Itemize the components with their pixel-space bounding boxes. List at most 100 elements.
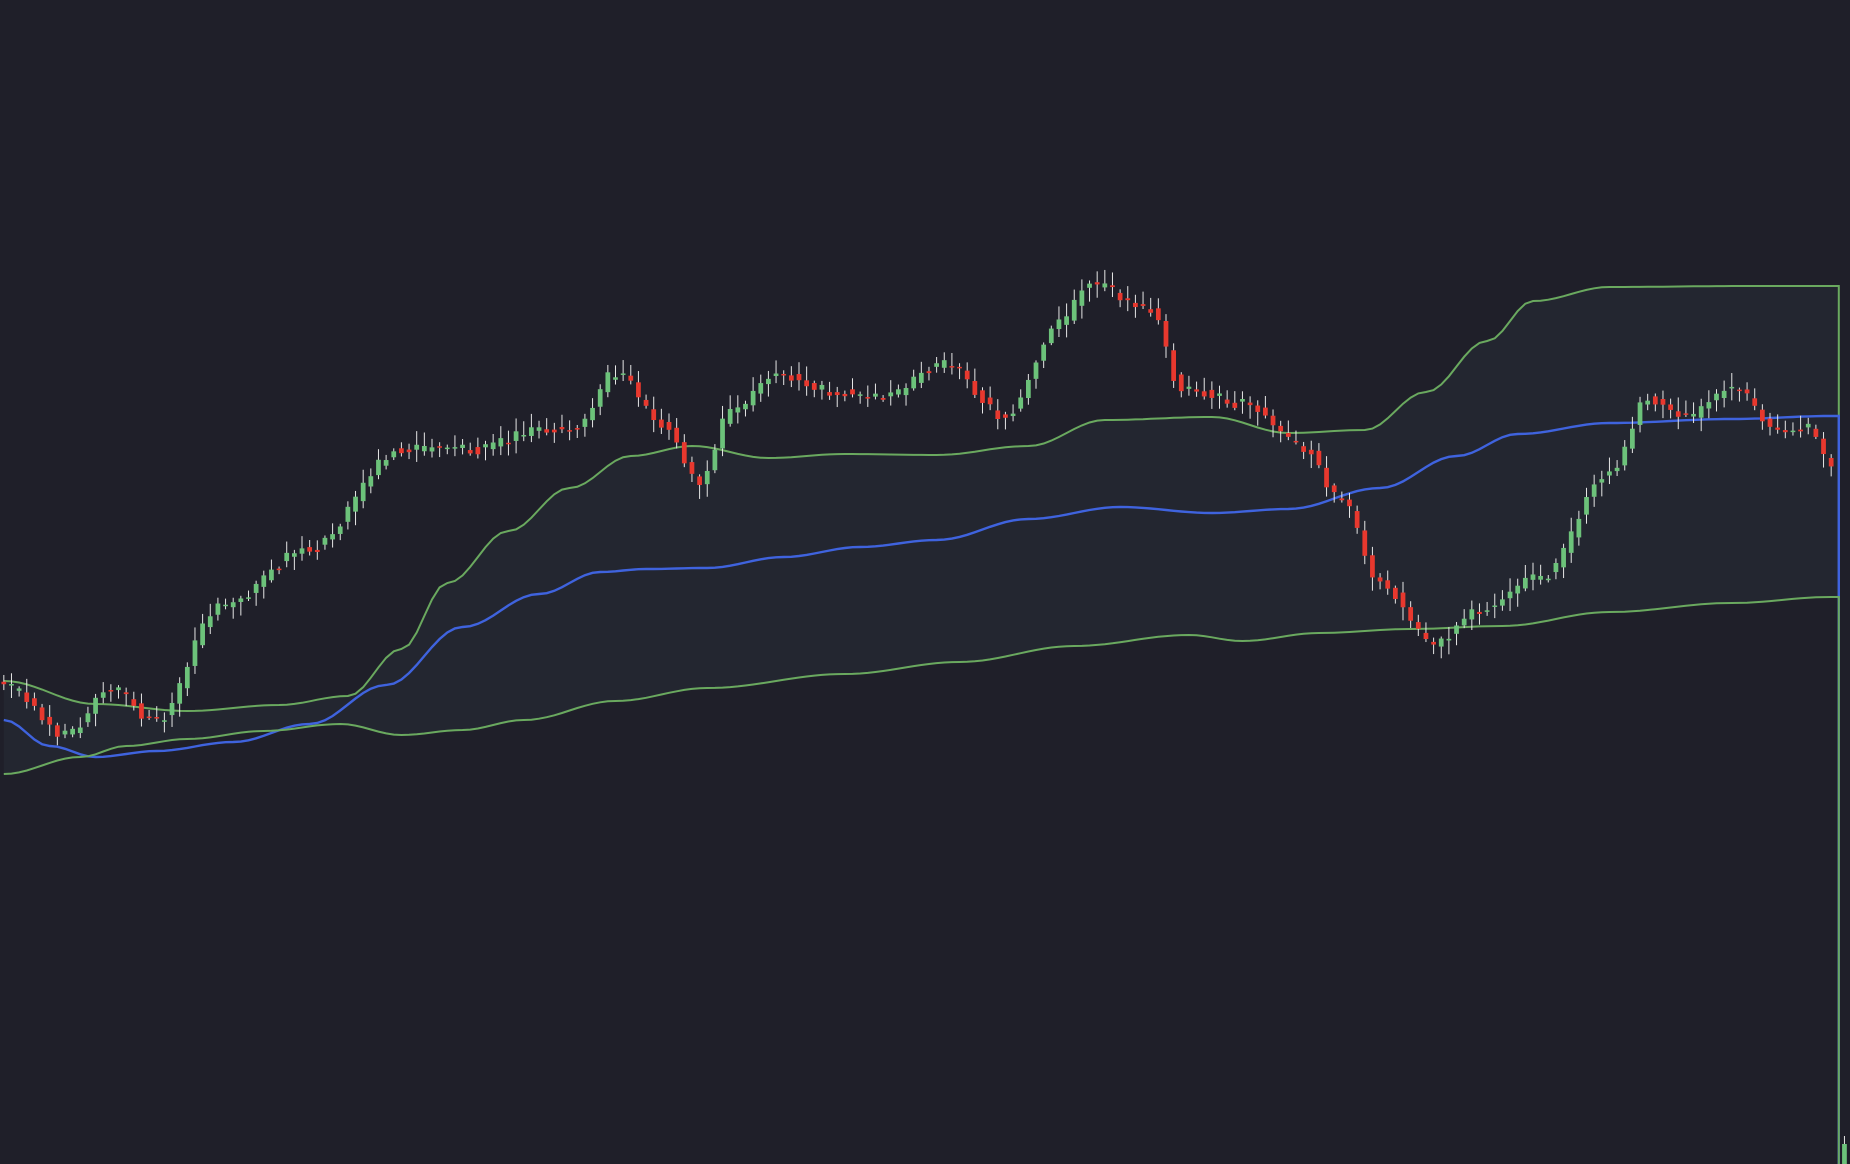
candle [1691, 402, 1696, 424]
candle-body [1415, 622, 1421, 629]
upper-band-line [3, 285, 1840, 1164]
candle [1033, 360, 1039, 389]
candle [750, 377, 756, 412]
candle [1469, 600, 1475, 631]
candle-body [1515, 585, 1521, 594]
candle-body [1591, 484, 1597, 497]
candle [116, 685, 121, 699]
candle-body [529, 427, 534, 436]
candle [131, 691, 137, 711]
candle [1828, 454, 1834, 477]
candle [100, 682, 106, 704]
candle-body [291, 553, 297, 557]
candle-body [949, 366, 955, 368]
candle [1614, 460, 1620, 477]
candle [1247, 396, 1253, 419]
candle [77, 717, 83, 739]
candle-body [1240, 399, 1245, 402]
candle [345, 501, 351, 530]
candle [1117, 289, 1123, 308]
candle-body [1683, 413, 1689, 415]
candle [1798, 415, 1803, 438]
candle-body [70, 728, 76, 735]
candle [544, 418, 550, 436]
candle [1729, 373, 1735, 401]
candle [1522, 564, 1528, 592]
candle-body [1561, 547, 1566, 568]
candle-body [1767, 418, 1773, 427]
candle [1568, 517, 1574, 563]
candle-body [1056, 319, 1062, 330]
candle-body [1538, 575, 1544, 580]
candle-body [246, 597, 251, 599]
candle [949, 352, 955, 375]
candle [1446, 627, 1452, 655]
candle [253, 580, 259, 606]
candle-body [1048, 328, 1054, 344]
candle [681, 434, 687, 468]
candle-body [169, 702, 175, 716]
candle [353, 490, 358, 526]
candle-body [314, 549, 320, 553]
candle [1530, 562, 1536, 591]
candle-body [452, 447, 458, 449]
candle [1025, 373, 1031, 405]
candle-body [93, 697, 98, 714]
candle-body [54, 725, 60, 737]
candle-body [1630, 428, 1635, 449]
candle [85, 706, 91, 727]
candle-body [766, 378, 771, 385]
candle-body [643, 399, 649, 406]
candle-body [1492, 605, 1498, 608]
candle [1431, 637, 1436, 655]
candle-body [1324, 467, 1329, 488]
candle-body [1125, 298, 1131, 301]
candle-body [1622, 446, 1628, 466]
candle [177, 677, 183, 717]
candle [1056, 306, 1062, 337]
candle [1201, 377, 1207, 400]
candle [1721, 380, 1727, 408]
candle-body [1721, 390, 1727, 398]
candle-body [827, 392, 832, 396]
candle-body [590, 407, 595, 421]
candle-body [1347, 499, 1352, 507]
candle-body [1140, 304, 1146, 306]
candle [804, 366, 810, 396]
candle [674, 418, 680, 449]
candle-body [842, 393, 848, 397]
candle [123, 687, 129, 707]
candle-body [896, 389, 901, 395]
candle [903, 383, 909, 406]
candle-body [376, 459, 381, 476]
candle-body [322, 537, 328, 545]
candle [1041, 342, 1047, 369]
candle-body [1454, 625, 1459, 634]
candle-body [850, 389, 855, 395]
candle-body [330, 534, 335, 540]
candle [269, 559, 274, 583]
candle [1071, 289, 1077, 324]
candles [1, 269, 1847, 1164]
candle [169, 692, 175, 727]
candle [1561, 543, 1566, 579]
candle [666, 413, 672, 440]
candle-body [1568, 531, 1574, 553]
candle-body [957, 366, 962, 369]
candle [1324, 456, 1329, 497]
candle-body [1607, 471, 1612, 476]
candle [1255, 400, 1261, 426]
candle [1813, 424, 1819, 440]
candle [1652, 393, 1658, 412]
candle [1515, 578, 1521, 607]
candle [437, 442, 443, 458]
candle-body [368, 476, 374, 487]
candle [70, 726, 76, 738]
candle [1385, 570, 1391, 595]
candle-body [1293, 440, 1299, 443]
candle [1660, 390, 1666, 419]
candle [1293, 430, 1299, 445]
candle [605, 364, 611, 398]
candle-body [804, 380, 810, 387]
